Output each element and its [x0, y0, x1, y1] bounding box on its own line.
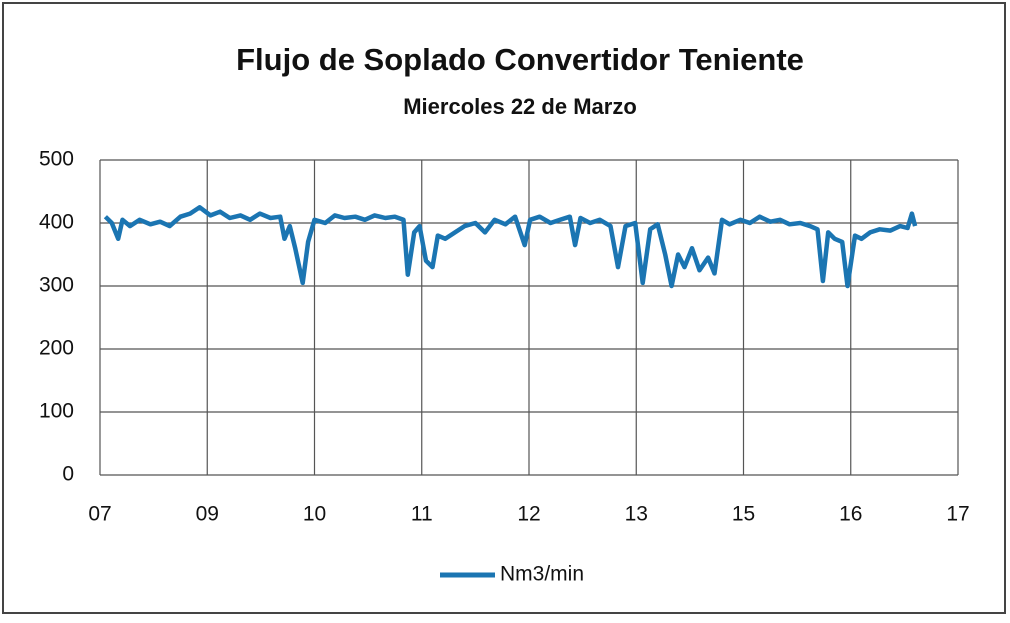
x-tick-label: 16: [839, 503, 862, 526]
x-tick-label: 12: [517, 503, 540, 526]
x-tick-label: 07: [88, 503, 111, 526]
series-line: [103, 205, 918, 289]
y-tick-label: 200: [39, 337, 74, 360]
chart-subtitle: Miercoles 22 de Marzo: [403, 94, 637, 119]
x-tick-label: 11: [411, 503, 433, 526]
y-tick-label: 100: [39, 400, 74, 423]
x-tick-label: 10: [303, 503, 326, 526]
y-tick-label: 0: [62, 463, 74, 486]
chart-title: Flujo de Soplado Convertidor Teniente: [236, 42, 804, 77]
legend-label: Nm3/min: [500, 563, 584, 586]
x-tick-label: 13: [625, 503, 648, 526]
chart-frame: [2, 2, 1006, 614]
y-tick-label: 500: [39, 148, 74, 171]
x-tick-label: 15: [732, 503, 755, 526]
y-tick-label: 300: [39, 274, 74, 297]
x-tick-label: 09: [196, 503, 219, 526]
x-tick-label: 17: [946, 503, 969, 526]
y-tick-label: 400: [39, 211, 74, 234]
